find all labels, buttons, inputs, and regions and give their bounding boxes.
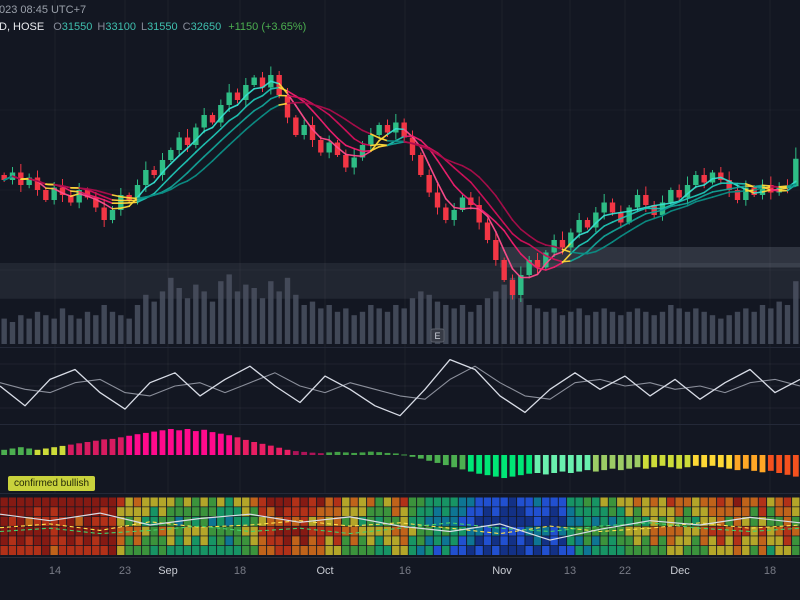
confirmed-bullish-badge: confirmed bullish (8, 476, 96, 491)
time-tick-18: 18 (233, 565, 247, 577)
oscillator-pane[interactable] (0, 347, 800, 424)
low-label: L (140, 21, 148, 33)
time-tick-oct: Oct (316, 565, 334, 577)
momentum-histogram-pane[interactable] (0, 424, 800, 493)
chart-header: 023 08:45 UTC+7 D, HOSE O31550 H33100 L3155… (0, 4, 306, 33)
close-value: 32650 (190, 21, 222, 33)
price-chart-pane[interactable]: E (0, 0, 800, 347)
open-label: O (53, 21, 62, 33)
change-value: +1150 (+3.65%) (228, 21, 307, 33)
low-value: 31550 (147, 21, 178, 33)
svg-text:E: E (434, 331, 440, 341)
high-label: H (97, 21, 106, 33)
high-value: 33100 (105, 21, 136, 33)
time-tick-22: 22 (618, 565, 632, 577)
time-tick-dec: Dec (670, 565, 690, 577)
symbol-label[interactable]: D, HOSE (0, 21, 45, 33)
open-value: 31550 (61, 21, 93, 33)
time-tick-nov: Nov (492, 565, 512, 577)
time-tick-16: 16 (398, 565, 412, 577)
chart-timestamp: 023 08:45 UTC+7 (0, 4, 87, 16)
time-tick-sep: Sep (158, 565, 178, 577)
heatmap-pane[interactable] (0, 493, 800, 557)
time-tick-13: 13 (563, 565, 577, 577)
time-tick-18: 18 (763, 565, 777, 577)
time-tick-23: 23 (118, 565, 132, 577)
ohlc-legend[interactable]: D, HOSE O31550 H33100 L31550 C32650 +1150 (+3… (0, 21, 306, 33)
earnings-marker[interactable]: E (430, 328, 445, 343)
time-axis[interactable]: 14 23 Sep 18 Oct 16 Nov 13 22 Dec 18 (0, 557, 800, 600)
close-label: C (182, 21, 191, 33)
time-tick-14: 14 (48, 565, 62, 577)
